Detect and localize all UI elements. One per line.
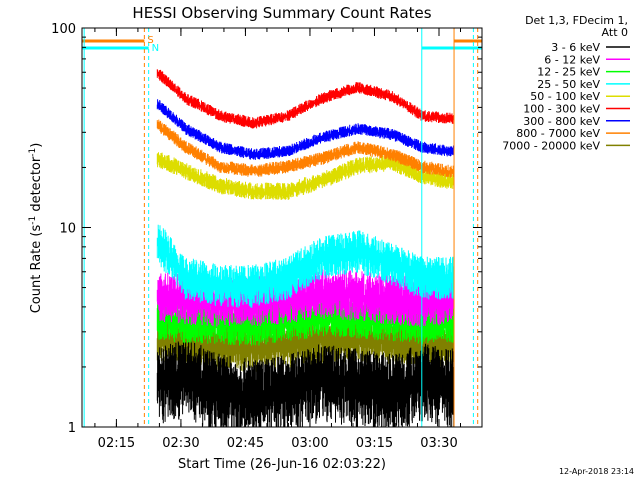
legend-label: 12 - 25 keV: [537, 66, 600, 79]
x-tick-label: 02:45: [227, 436, 264, 451]
x-tick-label: 03:15: [356, 436, 393, 451]
x-tick-label: 03:00: [291, 436, 328, 451]
series-line: [156, 99, 455, 160]
legend-label: 800 - 7000 keV: [516, 127, 600, 140]
y-tick-label: 10: [59, 222, 76, 237]
series-line: [156, 152, 455, 200]
x-tick-label: 02:30: [162, 436, 199, 451]
y-axis-label-superscript: -1: [28, 216, 38, 225]
chart-title: HESSI Observing Summary Count Rates: [132, 4, 431, 22]
axes: 02:15 02:30 02:45 03:00 03:15 03:30 1 10 100: [51, 22, 483, 451]
annotation-n: N: [152, 43, 159, 54]
y-axis-label-part: Count Rate (s: [29, 225, 44, 314]
legend-header: Det 1,3, FDecim 1,: [525, 14, 628, 27]
legend-label: 100 - 300 keV: [523, 103, 600, 116]
legend-label: 300 - 800 keV: [523, 115, 600, 128]
legend-label: 3 - 6 keV: [551, 41, 600, 54]
y-axis-label-superscript: -1: [28, 148, 38, 157]
x-axis-label: Start Time (26-Jun-16 02:03:22): [178, 457, 386, 472]
x-tick-label: 02:15: [98, 436, 135, 451]
legend-header: Att 0: [602, 26, 628, 39]
legend-label: 25 - 50 keV: [537, 78, 600, 91]
y-tick-label: 1: [68, 421, 76, 436]
y-tick-label: 100: [51, 22, 76, 37]
legend-label: 6 - 12 keV: [544, 53, 600, 66]
plot-area: SN: [82, 28, 482, 427]
legend-label: 7000 - 20000 keV: [502, 139, 600, 152]
series-line: [156, 224, 455, 308]
y-axis-label: Count Rate (s-1 detector-1): [28, 143, 44, 314]
y-axis-label-part: ): [29, 143, 44, 148]
y-axis-label-part: detector: [29, 156, 44, 216]
series-line: [156, 119, 455, 178]
footer-date: 12-Apr-2018 23:14: [559, 467, 634, 476]
legend-label: 50 - 100 keV: [530, 90, 600, 103]
series-line: [156, 69, 455, 129]
series-line: [156, 339, 455, 427]
x-tick-label: 03:30: [420, 436, 457, 451]
annotation-s: S: [147, 35, 153, 46]
